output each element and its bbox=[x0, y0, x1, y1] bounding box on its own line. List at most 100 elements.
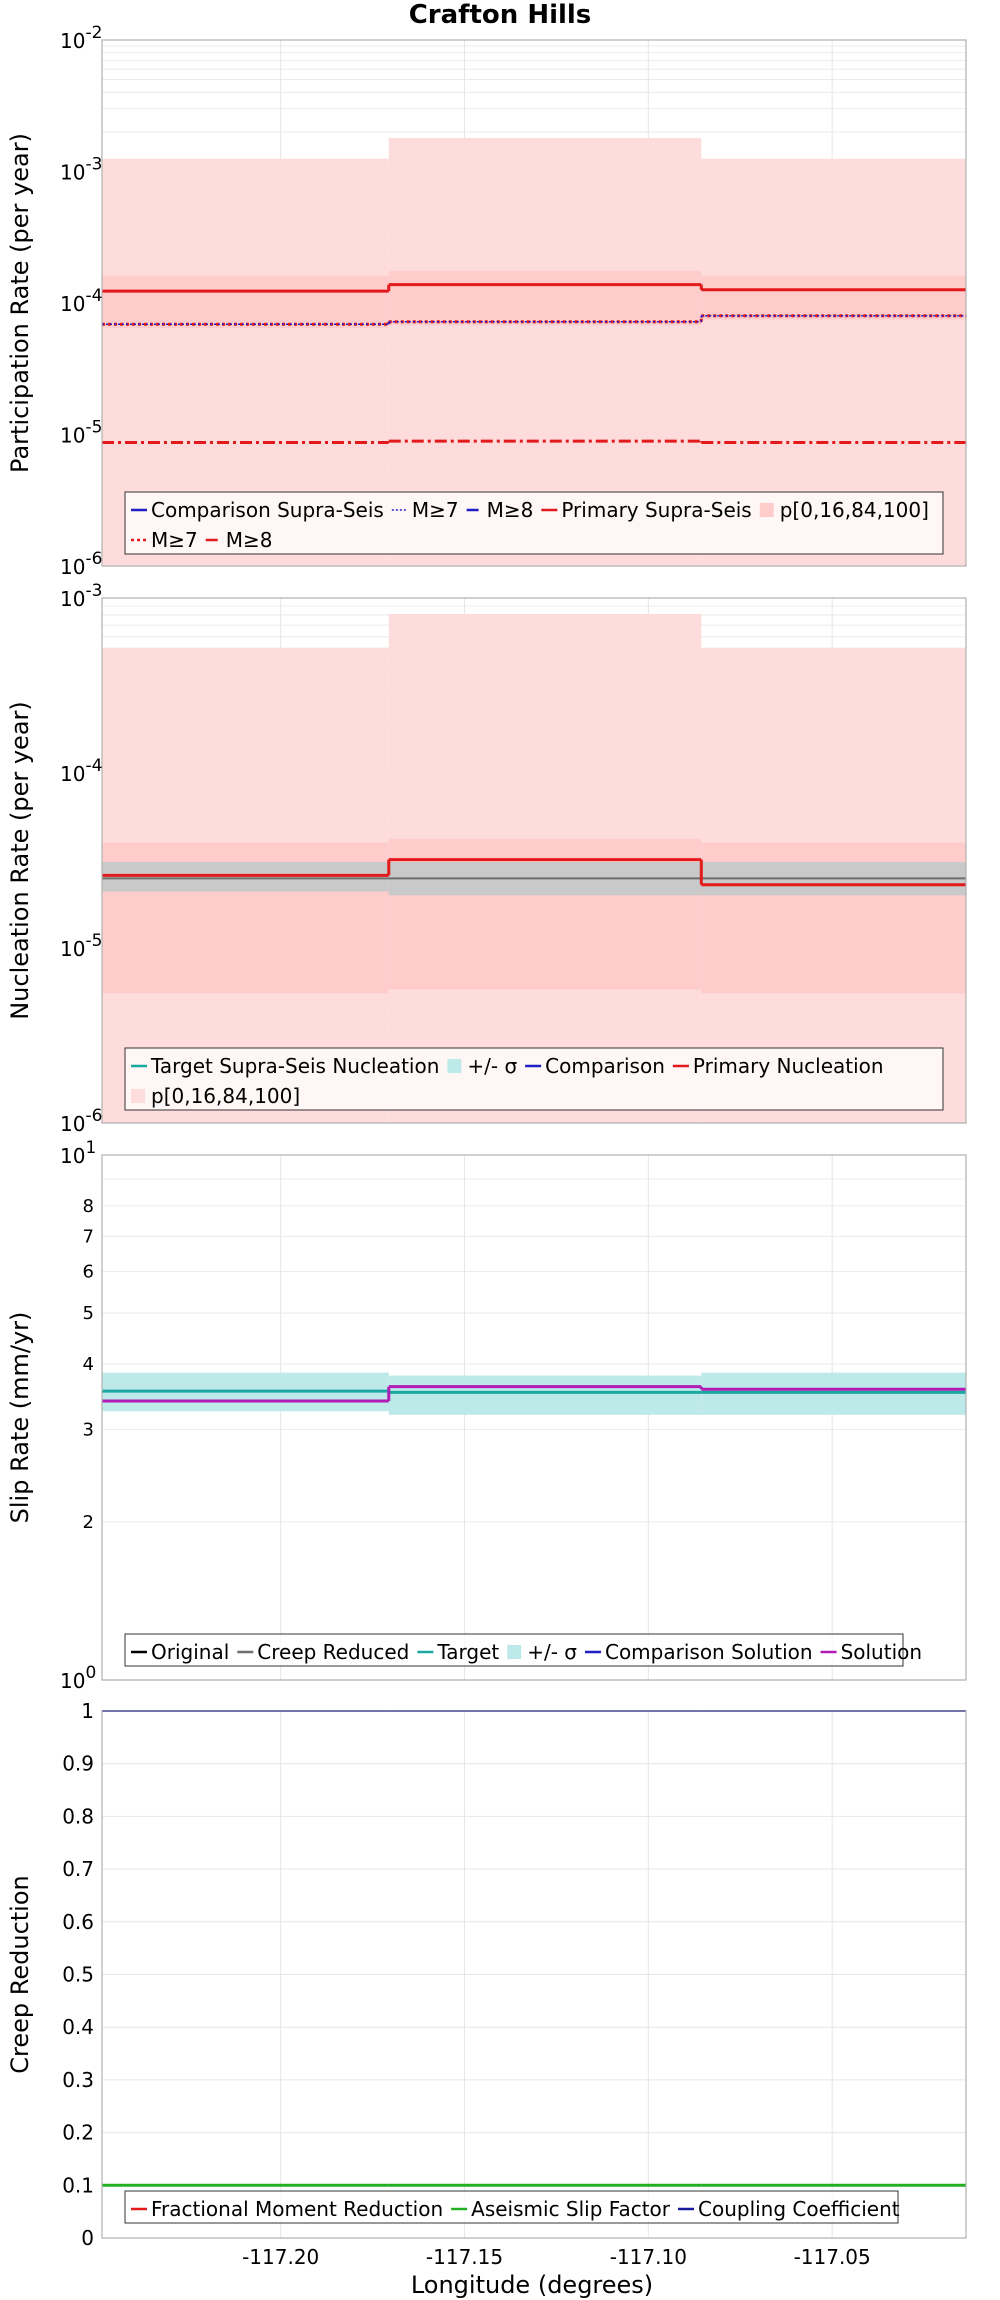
legend-label: Primary Nucleation bbox=[693, 1054, 884, 1078]
legend-label: +/- σ bbox=[527, 1640, 577, 1664]
y-axis-label-participation: Participation Rate (per year) bbox=[6, 133, 34, 473]
y-tick-label: 101 bbox=[60, 1138, 96, 1168]
y-tick-label: 0 bbox=[81, 2226, 94, 2250]
legend-label: Comparison Solution bbox=[605, 1640, 813, 1664]
tick-exponent: -4 bbox=[85, 756, 102, 776]
tick-base: 10 bbox=[60, 29, 85, 53]
y-tick-labels-participation: 10-610-510-410-310-2 bbox=[60, 23, 102, 579]
tick-exponent: -5 bbox=[85, 418, 102, 438]
tick-exponent: -2 bbox=[85, 23, 102, 43]
legend-label: Fractional Moment Reduction bbox=[151, 2197, 443, 2221]
plot-frame bbox=[101, 1710, 967, 2239]
tick-exponent: -5 bbox=[85, 931, 102, 951]
legend-label: Coupling Coefficient bbox=[698, 2197, 900, 2221]
y-tick-label: 100 bbox=[60, 1663, 96, 1693]
legend-participation: Comparison Supra-Seis M≥7 M≥8 Primary Supra… bbox=[124, 491, 944, 555]
band-segment bbox=[388, 1375, 702, 1415]
y-axis-label-creep: Creep Reduction bbox=[6, 1875, 34, 2073]
band-p-16-84- bbox=[102, 271, 966, 328]
legend-slip: Original Creep Reduced Target +/- σ Comparis… bbox=[124, 1633, 922, 1667]
legend-label: Comparison bbox=[545, 1054, 665, 1078]
y-minor-tick-label: 8 bbox=[83, 1196, 94, 1217]
legend-swatch bbox=[447, 1059, 462, 1073]
tick-exponent: -3 bbox=[85, 581, 102, 601]
x-tick-label: -117.15 bbox=[426, 2245, 503, 2269]
y-tick-label: 10-4 bbox=[60, 286, 102, 316]
tick-base: 10 bbox=[60, 1669, 85, 1693]
y-tick-label: 0.3 bbox=[62, 2068, 94, 2092]
y-tick-label: 0.9 bbox=[62, 1752, 94, 1776]
legend-label: Target bbox=[436, 1640, 499, 1664]
y-tick-label: 0.6 bbox=[62, 1910, 94, 1934]
legend-swatch bbox=[759, 503, 774, 517]
y-tick-label: 10-3 bbox=[60, 155, 102, 185]
y-axis-label-slip: Slip Rate (mm/yr) bbox=[6, 1312, 34, 1524]
series-m≥8 bbox=[102, 439, 966, 444]
legend-label: Primary Supra-Seis bbox=[561, 498, 751, 522]
y-minor-tick-label: 6 bbox=[83, 1261, 94, 1282]
tick-base: 10 bbox=[60, 555, 85, 579]
y-tick-label: 10-5 bbox=[60, 931, 102, 961]
y-tick-label: 0.1 bbox=[62, 2173, 94, 2197]
legend-label: M≥7 bbox=[412, 498, 459, 522]
y-minor-tick-label: 5 bbox=[83, 1303, 94, 1324]
legend-label: +/- σ bbox=[467, 1054, 517, 1078]
plot-area-slip bbox=[102, 1155, 966, 1680]
tick-exponent: -3 bbox=[85, 155, 102, 175]
y-tick-label: 10-6 bbox=[60, 549, 102, 579]
band-segment bbox=[388, 838, 702, 990]
legend-label: Comparison Supra-Seis bbox=[151, 498, 384, 522]
legend-label: Aseismic Slip Factor bbox=[471, 2197, 671, 2221]
tick-exponent: 0 bbox=[85, 1663, 96, 1683]
tick-base: 10 bbox=[60, 161, 85, 185]
series-solution bbox=[102, 1385, 966, 1403]
x-tick-label: -117.10 bbox=[610, 2245, 687, 2269]
y-tick-label: 0.8 bbox=[62, 1804, 94, 1828]
plot-frame bbox=[101, 597, 967, 1124]
y-tick-label: 10-4 bbox=[60, 756, 102, 786]
tick-base: 10 bbox=[60, 1144, 85, 1168]
y-tick-label: 0.7 bbox=[62, 1857, 94, 1881]
y-tick-label: 0.5 bbox=[62, 1963, 94, 1987]
tick-base: 10 bbox=[60, 937, 85, 961]
y-tick-label: 0.2 bbox=[62, 2121, 94, 2145]
plot-frame bbox=[101, 1154, 967, 1681]
legend-swatch bbox=[131, 1089, 145, 1103]
legend-label: Creep Reduced bbox=[257, 1640, 409, 1664]
band-segment bbox=[701, 276, 966, 320]
y-tick-labels-nucleation: 10-610-510-410-3 bbox=[60, 581, 102, 1136]
panel-creep: 0 0.1 0.2 0.3 0.4 0.5 0.6 0.7 0.8 0.9 1 Creep Reduc… bbox=[6, 1699, 967, 2250]
tick-exponent: 1 bbox=[85, 1138, 96, 1158]
tick-exponent: -6 bbox=[85, 1106, 102, 1126]
y-minor-tick-label: 4 bbox=[83, 1354, 94, 1375]
y-tick-label: 10-6 bbox=[60, 1106, 102, 1136]
tick-base: 10 bbox=[60, 587, 85, 611]
legend-box bbox=[124, 2190, 899, 2224]
band-segment bbox=[388, 271, 702, 326]
legend-label: Original bbox=[151, 1640, 229, 1664]
series-primary-supra-seis bbox=[102, 283, 966, 293]
y-tick-label: 0.4 bbox=[62, 2015, 94, 2039]
y-minor-tick-label: 3 bbox=[83, 1420, 94, 1441]
tick-exponent: -4 bbox=[85, 286, 102, 306]
tick-exponent: -6 bbox=[85, 549, 102, 569]
legend-label: M≥8 bbox=[487, 498, 534, 522]
legend-creep: Fractional Moment Reduction Aseismic Slip… bbox=[124, 2190, 900, 2224]
tick-base: 10 bbox=[60, 762, 85, 786]
legend-nucleation: Target Supra-Seis Nucleation +/- σ Compari… bbox=[124, 1047, 944, 1111]
legend-label: M≥8 bbox=[226, 528, 273, 552]
legend-label: p[0,16,84,100] bbox=[151, 1084, 300, 1108]
legend-label: Target Supra-Seis Nucleation bbox=[150, 1054, 439, 1078]
series-target bbox=[102, 1389, 966, 1394]
x-tick-label: -117.05 bbox=[794, 2245, 871, 2269]
tick-base: 10 bbox=[60, 1112, 85, 1136]
y-minor-tick-label: 7 bbox=[83, 1226, 94, 1247]
y-tick-label: 10-3 bbox=[60, 581, 102, 611]
x-axis-label: Longitude (degrees) bbox=[411, 2271, 653, 2299]
legend-label: p[0,16,84,100] bbox=[780, 498, 929, 522]
legend-label: M≥7 bbox=[151, 528, 198, 552]
